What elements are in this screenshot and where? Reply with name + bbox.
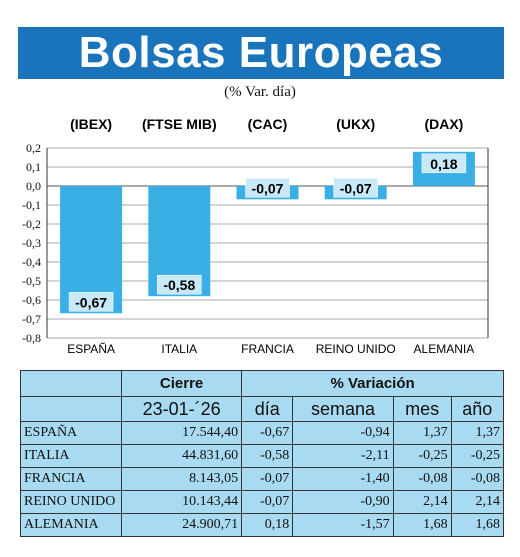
table-cell: -1,57 — [292, 513, 394, 537]
table-corner-2 — [20, 396, 122, 422]
table-cell: 1,68 — [450, 513, 505, 537]
y-tick-label: -0,2 — [22, 217, 41, 231]
y-tick-label: -0,7 — [22, 312, 41, 326]
data-label-box — [157, 274, 202, 295]
y-tick-label: 0,2 — [26, 141, 41, 155]
table-cell: 8.143,05 — [120, 467, 243, 491]
table-cell: 2,14 — [392, 490, 452, 514]
table-cell: -0,07 — [241, 490, 294, 514]
table-cell: -1,40 — [292, 467, 394, 491]
x-tick-label: REINO UNIDO — [316, 342, 396, 356]
x-tick-label: ESPAÑA — [67, 342, 115, 356]
header-cierre: Cierre — [120, 370, 243, 397]
table-row: ALEMANIA 24.900,71 0,18 -1,57 1,68 1,68 — [20, 513, 505, 537]
header-dia: día — [241, 396, 294, 422]
y-tick-label: -0,4 — [22, 255, 41, 269]
table-body: ESPAÑA 17.544,40 -0,67 -0,94 1,37 1,37 ITALIA 4… — [20, 421, 505, 537]
table-cell: -0,90 — [292, 490, 394, 514]
table-cell: 1,68 — [392, 513, 452, 537]
y-tick-label: -0,6 — [22, 293, 41, 307]
table-cell: 24.900,71 — [120, 513, 243, 537]
table-cell: -0,67 — [241, 421, 294, 445]
bar-chart: 0,2 0,1 0,0 -0,1 -0,2 -0,3 -0,4 -0,5 -0,6 -0,7 -0,… — [22, 116, 489, 356]
quotes-table: Cierre % Variación 23-01-´26 día semana … — [20, 370, 505, 537]
x-tick-label: FRANCIA — [241, 342, 294, 356]
y-tick-label: -0,5 — [22, 274, 41, 288]
data-label-box — [421, 153, 467, 174]
table-row: REINO UNIDO 10.143,44 -0,07 -0,90 2,14 2,14 — [20, 490, 505, 514]
row-country: REINO UNIDO — [20, 490, 122, 514]
header-semana: semana — [292, 396, 394, 422]
data-label: -0,07 — [252, 180, 284, 196]
header-variacion: % Variación — [241, 370, 504, 397]
table-cell: -0,08 — [450, 467, 505, 491]
table-row: FRANCIA 8.143,05 -0,07 -1,40 -0,08 -0,08 — [20, 467, 505, 491]
table-corner — [20, 370, 122, 397]
table-row: ESPAÑA 17.544,40 -0,67 -0,94 1,37 1,37 — [20, 421, 505, 445]
chart-subtitle: (% Var. día) — [224, 84, 296, 100]
header-mes: mes — [392, 396, 452, 422]
index-label: (IBEX) — [70, 116, 112, 132]
table-cell: -0,25 — [392, 444, 452, 468]
index-label: (FTSE MIB) — [142, 116, 217, 132]
data-label-box — [68, 292, 114, 312]
header-ano: año — [450, 396, 505, 422]
index-label: (UKX) — [336, 116, 375, 132]
table-cell: -0,25 — [450, 444, 505, 468]
data-label-box — [245, 178, 290, 198]
row-country: ALEMANIA — [20, 513, 122, 537]
chart-title: Bolsas Europeas — [78, 28, 444, 77]
row-country: ESPAÑA — [20, 421, 122, 445]
table-cell: -0,07 — [241, 467, 294, 491]
y-tick-label: -0,1 — [22, 198, 41, 212]
table-header-row-2: 23-01-´26 día semana mes año — [20, 396, 505, 422]
data-label-box — [333, 178, 378, 198]
table-cell: 10.143,44 — [120, 490, 243, 514]
data-label: 0,18 — [430, 156, 457, 172]
index-label: (DAX) — [424, 116, 463, 132]
y-tick-label: 0,1 — [26, 160, 41, 174]
table-header-row-1: Cierre % Variación — [20, 370, 504, 397]
x-tick-label: ALEMANIA — [414, 342, 475, 356]
table-cell: 1,37 — [450, 421, 505, 445]
data-label: -0,07 — [340, 180, 372, 196]
row-country: ITALIA — [20, 444, 122, 468]
table-cell: 44.831,60 — [120, 444, 243, 468]
row-country: FRANCIA — [20, 467, 122, 491]
table-cell: 17.544,40 — [120, 421, 243, 445]
table-cell: 1,37 — [392, 421, 452, 445]
table-cell: 2,14 — [450, 490, 505, 514]
y-tick-label: -0,8 — [22, 331, 41, 345]
table-row: ITALIA 44.831,60 -0,58 -2,11 -0,25 -0,25 — [20, 444, 505, 468]
x-tick-label: ITALIA — [161, 342, 197, 356]
table-cell: 0,18 — [241, 513, 294, 537]
title-banner: Bolsas Europeas — [18, 27, 504, 79]
index-label: (CAC) — [248, 116, 288, 132]
table-cell: -0,08 — [392, 467, 452, 491]
header-date: 23-01-´26 — [120, 396, 243, 422]
y-tick-label: -0,3 — [22, 236, 41, 250]
y-tick-label: 0,0 — [26, 179, 41, 193]
data-label: -0,58 — [163, 277, 195, 293]
data-label: -0,67 — [75, 294, 107, 310]
table-cell: -0,94 — [292, 421, 394, 445]
table-cell: -0,58 — [241, 444, 294, 468]
table-cell: -2,11 — [292, 444, 394, 468]
